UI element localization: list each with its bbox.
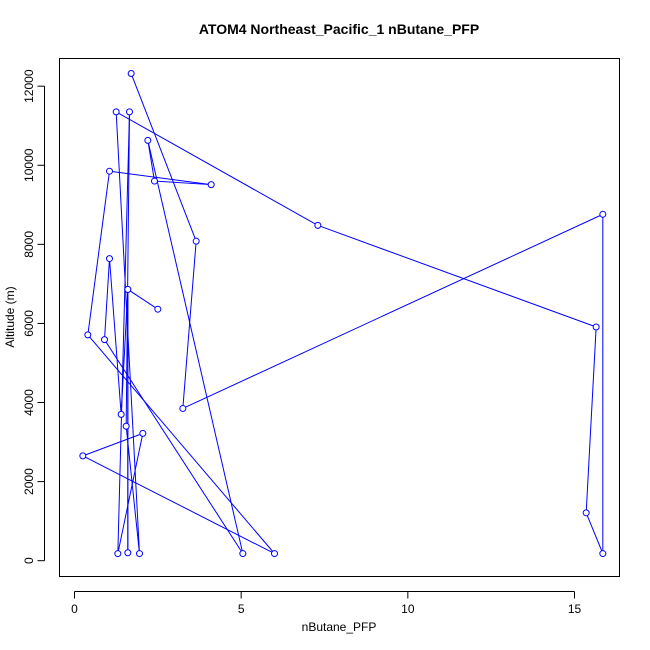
data-point	[139, 429, 147, 437]
data-point	[179, 404, 187, 412]
data-point	[127, 70, 135, 78]
series-segment	[147, 143, 155, 179]
data-point	[126, 108, 133, 116]
y-axis-label: Altitude (m)	[3, 286, 17, 347]
series-points	[79, 70, 607, 558]
series-segment	[85, 434, 141, 456]
series-segment	[87, 174, 110, 332]
x-axis-label: nButane_PFP	[302, 620, 377, 634]
y-tick-label: 0	[22, 557, 36, 564]
series-segment	[126, 429, 140, 551]
y-tick-label: 6000	[22, 310, 36, 337]
data-point	[599, 210, 607, 218]
series-segment	[118, 113, 316, 225]
data-point	[136, 550, 143, 558]
data-point	[124, 549, 132, 557]
series-segment	[125, 115, 130, 424]
series-segment	[185, 215, 601, 408]
data-point	[124, 285, 132, 293]
data-point	[114, 550, 122, 558]
x-tick-label: 10	[401, 602, 415, 616]
chart-title: ATOM4 Northeast_Pacific_1 nButane_PFP	[199, 21, 479, 37]
data-point	[84, 331, 92, 339]
data-point	[207, 181, 215, 189]
data-point	[106, 255, 113, 263]
series-segment	[104, 261, 110, 337]
y-tick-label: 10000	[22, 148, 36, 182]
data-point	[154, 305, 162, 313]
data-point	[582, 509, 590, 517]
y-tick-label: 2000	[22, 468, 36, 495]
data-point	[122, 422, 130, 430]
data-point	[271, 550, 278, 558]
series-segment	[117, 115, 130, 551]
series-lines	[85, 76, 604, 553]
series-segment	[105, 342, 242, 552]
data-point	[151, 177, 158, 185]
series-segment	[85, 456, 272, 553]
data-point	[239, 550, 247, 558]
series-segment	[109, 261, 122, 412]
series-segment	[120, 292, 129, 412]
y-tick-label: 4000	[22, 389, 36, 416]
series-segment	[585, 330, 597, 510]
series-segment	[112, 171, 209, 185]
data-point	[599, 550, 607, 558]
x-tick-label: 15	[568, 602, 582, 616]
data-point	[79, 452, 87, 460]
plot-frame	[59, 58, 620, 577]
series-segment	[320, 225, 594, 327]
x-tick-label: 0	[71, 602, 78, 616]
series-segment	[586, 515, 603, 551]
data-point	[192, 237, 200, 245]
series-segment	[182, 244, 197, 406]
data-point	[106, 167, 113, 175]
series-segment	[148, 143, 243, 551]
series-segment	[157, 180, 209, 185]
y-tick-label: 12000	[22, 69, 36, 103]
data-point	[314, 221, 322, 229]
data-point	[101, 336, 108, 344]
series-segment	[131, 76, 196, 239]
data-point	[144, 136, 152, 144]
series-segment	[130, 290, 156, 308]
y-tick-label: 8000	[22, 231, 36, 258]
data-point	[117, 410, 125, 418]
x-axis: 0 5 10 15	[71, 591, 582, 616]
data-point	[592, 323, 600, 331]
x-tick-label: 5	[238, 602, 245, 616]
data-point	[112, 108, 120, 116]
series-segment	[89, 337, 273, 552]
series-segment	[117, 436, 143, 551]
y-axis: 0 2000 4000 6000 8000 10000 12000	[22, 69, 45, 564]
